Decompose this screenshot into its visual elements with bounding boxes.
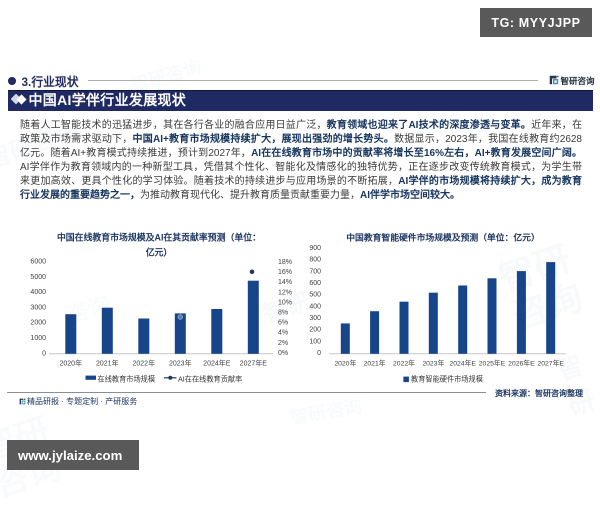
svg-text:2024年E: 2024年E bbox=[203, 359, 231, 368]
svg-text:2000: 2000 bbox=[30, 320, 46, 327]
svg-text:2020年: 2020年 bbox=[60, 359, 83, 368]
svg-text:6000: 6000 bbox=[30, 259, 46, 266]
svg-text:400: 400 bbox=[309, 303, 321, 310]
svg-text:0: 0 bbox=[317, 350, 321, 357]
svg-text:4%: 4% bbox=[278, 330, 288, 337]
svg-text:2027年E: 2027年E bbox=[240, 359, 268, 368]
svg-text:资料来源：智研咨询整理: 资料来源：智研咨询整理 bbox=[495, 388, 583, 398]
svg-text:5000: 5000 bbox=[30, 274, 46, 281]
svg-text:800: 800 bbox=[309, 257, 321, 264]
svg-text:2026年E: 2026年E bbox=[508, 359, 535, 368]
svg-text:100: 100 bbox=[309, 338, 321, 345]
svg-text:16%: 16% bbox=[278, 269, 292, 276]
svg-text:0: 0 bbox=[42, 350, 46, 357]
svg-text:中国在线教育市场规模及AI在其贡献率预测（单位：: 中国在线教育市场规模及AI在其贡献率预测（单位： bbox=[57, 232, 261, 243]
svg-text:在线教育市场规模: 在线教育市场规模 bbox=[98, 374, 156, 383]
svg-text:200: 200 bbox=[309, 327, 321, 334]
svg-text:4000: 4000 bbox=[30, 289, 46, 296]
svg-text:2%: 2% bbox=[278, 340, 288, 347]
svg-text:300: 300 bbox=[309, 315, 321, 322]
svg-text:8%: 8% bbox=[278, 310, 288, 317]
svg-text:0%: 0% bbox=[278, 350, 288, 357]
svg-text:2023年: 2023年 bbox=[422, 359, 444, 368]
svg-text:600: 600 bbox=[309, 280, 321, 287]
svg-text:中国教育智能硬件市场规模及预测（单位：亿元）: 中国教育智能硬件市场规模及预测（单位：亿元） bbox=[346, 232, 540, 243]
svg-text:2023年: 2023年 bbox=[169, 359, 192, 368]
svg-text:2024年E: 2024年E bbox=[449, 359, 476, 368]
svg-text:AI在在线教育贡献率: AI在在线教育贡献率 bbox=[178, 374, 242, 383]
svg-text:2021年: 2021年 bbox=[96, 359, 119, 368]
svg-text:6%: 6% bbox=[278, 320, 288, 327]
svg-text:教育智能硬件市场规模: 教育智能硬件市场规模 bbox=[411, 375, 483, 384]
svg-text:2027年E: 2027年E bbox=[537, 359, 564, 368]
svg-text:12%: 12% bbox=[278, 289, 292, 296]
svg-text:2020年: 2020年 bbox=[334, 359, 356, 368]
svg-text:3000: 3000 bbox=[30, 304, 46, 311]
svg-text:2025年E: 2025年E bbox=[479, 359, 506, 368]
svg-text:2021年: 2021年 bbox=[364, 359, 386, 368]
svg-text:18%: 18% bbox=[278, 259, 292, 266]
svg-text:1000: 1000 bbox=[30, 335, 46, 342]
svg-text:亿元）: 亿元） bbox=[146, 247, 173, 258]
svg-text:900: 900 bbox=[309, 245, 321, 252]
svg-text:700: 700 bbox=[309, 268, 321, 275]
svg-text:500: 500 bbox=[309, 292, 321, 299]
svg-text:14%: 14% bbox=[278, 279, 292, 286]
svg-text:2022年: 2022年 bbox=[393, 359, 415, 368]
svg-text:10%: 10% bbox=[278, 299, 292, 306]
svg-text:2022年: 2022年 bbox=[133, 359, 156, 368]
